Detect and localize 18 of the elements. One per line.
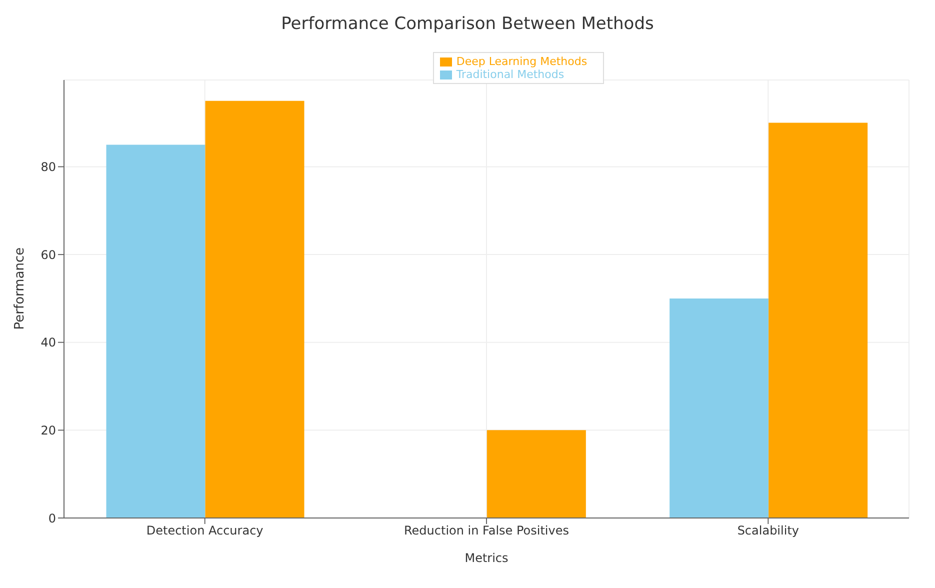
- y-axis-title: Performance: [12, 246, 28, 330]
- x-tick-label: Detection Accuracy: [146, 524, 264, 538]
- x-tick-label: Scalability: [737, 524, 800, 538]
- x-tick-label: Reduction in False Positives: [404, 524, 570, 538]
- y-tick-label: 80: [40, 160, 56, 174]
- bar: [106, 144, 206, 518]
- bar: [768, 122, 868, 518]
- x-axis-title: Metrics: [464, 551, 508, 565]
- y-tick-label: 40: [40, 336, 56, 350]
- bar: [205, 100, 304, 518]
- bar: [670, 298, 769, 518]
- y-tick-label: 60: [40, 248, 56, 262]
- chart-title: Performance Comparison Between Methods: [280, 13, 655, 36]
- y-tick-label: 0: [48, 511, 56, 526]
- bar: [486, 430, 586, 518]
- legend-label: Traditional Methods: [456, 68, 564, 81]
- y-tick-label: 20: [40, 423, 56, 438]
- legend-label: Deep Learning Methods: [456, 55, 588, 68]
